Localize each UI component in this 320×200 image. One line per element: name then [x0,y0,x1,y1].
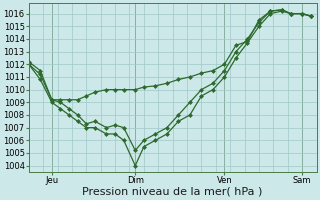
X-axis label: Pression niveau de la mer( hPa ): Pression niveau de la mer( hPa ) [83,187,263,197]
